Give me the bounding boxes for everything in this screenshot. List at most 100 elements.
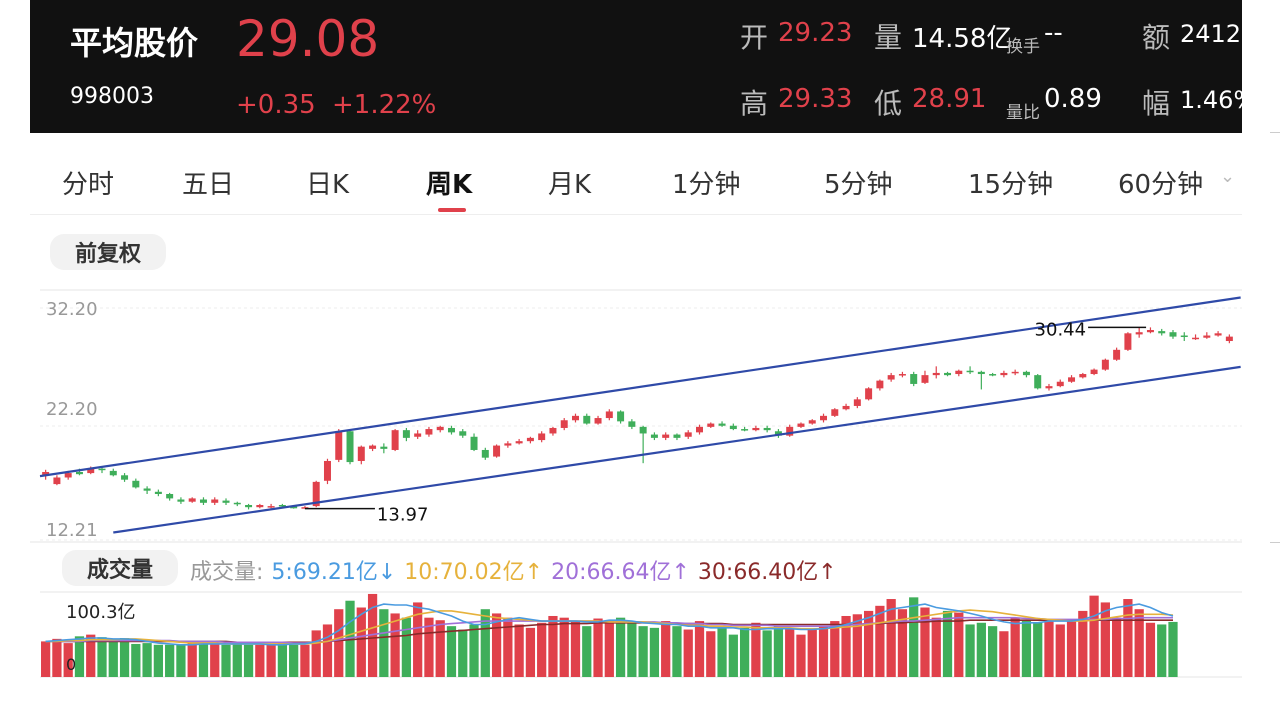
volume-indicator-button[interactable]: 成交量 — [62, 550, 178, 586]
volume-bar — [931, 617, 941, 677]
tab-1min[interactable]: 1分钟 — [672, 170, 741, 200]
volume-bar — [886, 599, 896, 677]
candle-body — [1124, 333, 1132, 350]
volume-bar — [875, 605, 885, 677]
volume-value: 14.58亿 — [912, 24, 1013, 54]
candle-body — [188, 498, 196, 502]
candle-body — [718, 423, 726, 426]
volume-bar — [458, 629, 468, 677]
volume-bar — [559, 617, 569, 677]
candle-body — [1146, 330, 1154, 333]
volume-bar — [187, 643, 197, 677]
vol-ratio-value: 0.89 — [1044, 84, 1102, 114]
volume-bar — [1033, 622, 1043, 677]
volume-bar — [119, 638, 130, 677]
candle-body — [696, 426, 703, 433]
volume-bar — [582, 626, 592, 677]
chevron-down-icon[interactable]: ⌄ — [1220, 166, 1236, 187]
low-label: 低 — [874, 87, 903, 120]
volume-bar — [604, 621, 614, 677]
volume-ma-lines — [45, 603, 1174, 646]
candle-body — [684, 432, 692, 437]
volume-bar — [762, 630, 772, 677]
candlestick-chart[interactable]: 32.20 22.20 12.21 30.44 13.97 100.3亿 0 — [30, 0, 1242, 709]
tab-60min[interactable]: 60分钟 — [1118, 170, 1204, 200]
candle-body — [132, 480, 140, 488]
turnover-value: -- — [1044, 18, 1063, 48]
candle-body — [639, 426, 647, 434]
quote-header: 平均股价 998003 29.08 +0.35 +1.22% 开 29.23 量… — [30, 0, 1242, 133]
volume-bar — [841, 615, 851, 677]
high-value: 29.33 — [778, 84, 853, 114]
candle-body — [1090, 369, 1098, 375]
volume-bar — [717, 626, 727, 677]
volume-bar — [401, 617, 412, 677]
volume-bar — [672, 626, 682, 677]
candle-body — [459, 431, 467, 436]
candle-body — [955, 370, 963, 375]
amplitude-value: 1.46% — [1180, 86, 1242, 114]
volume-bar — [1168, 621, 1178, 677]
scroll-mark — [1270, 132, 1280, 133]
candle-body — [1225, 336, 1233, 342]
price-axis: 32.20 22.20 12.21 — [46, 299, 98, 541]
candle-body — [617, 411, 625, 422]
trend-channel — [39, 296, 1241, 534]
price-grid — [30, 289, 1242, 543]
candle-body — [549, 427, 557, 434]
tab-daily-k[interactable]: 日K — [306, 170, 350, 200]
volume-bar — [638, 626, 648, 677]
candle-body — [312, 481, 320, 507]
tab-15min[interactable]: 15分钟 — [968, 170, 1054, 200]
candle-body — [481, 449, 489, 458]
candle-body — [538, 433, 546, 441]
candle-body — [233, 502, 241, 505]
tab-monthly-k[interactable]: 月K — [548, 170, 592, 200]
volume-max-label: 100.3亿 — [66, 602, 136, 623]
volume-bar — [176, 644, 186, 677]
tab-intraday[interactable]: 分时 — [62, 170, 115, 200]
candle-body — [1068, 377, 1076, 382]
candle-body — [391, 430, 399, 450]
candle-body — [470, 436, 478, 450]
volume-bar — [52, 638, 62, 677]
candle-body — [323, 460, 331, 481]
candle-body — [425, 429, 433, 435]
volume-ma5-value: 5:69.21亿↓ — [271, 560, 397, 585]
volume-bar — [165, 644, 175, 677]
volume-bar — [424, 617, 434, 677]
candle-body — [865, 388, 873, 400]
candle-body — [921, 375, 929, 383]
volume-bar — [41, 641, 51, 677]
volume-bar — [615, 617, 626, 677]
volume-bar — [706, 631, 716, 677]
candle-body — [989, 374, 997, 376]
volume-bar — [1021, 621, 1032, 677]
amplitude-label: 幅 — [1142, 87, 1171, 120]
channel-upper-line — [39, 296, 1241, 478]
volume-label: 量 — [874, 21, 903, 54]
candle-body — [515, 441, 523, 444]
candle-body — [64, 473, 72, 478]
tab-weekly-k[interactable]: 周K — [426, 170, 473, 200]
volume-bar — [266, 643, 276, 677]
volume-ma10-value: 10:70.02亿↑ — [404, 560, 544, 585]
volume-bar — [649, 627, 660, 677]
volume-ma20-value: 20:66.64亿↑ — [551, 560, 690, 585]
candle-body — [560, 420, 568, 428]
volume-bar — [954, 612, 964, 677]
volume-bar — [1134, 609, 1144, 677]
volume-legend-prefix: 成交量: — [190, 560, 264, 585]
candle-body — [199, 499, 207, 503]
candle-body — [436, 426, 444, 431]
volume-bar — [367, 593, 378, 677]
volume-bar — [751, 622, 761, 677]
candle-body — [1203, 335, 1211, 338]
candle-body — [594, 418, 602, 424]
tab-five-day[interactable]: 五日 — [182, 170, 235, 200]
volume-legend: 成交量: 5:69.21亿↓ 10:70.02亿↑ 20:66.64亿↑ 30:66.4… — [190, 554, 845, 586]
candle-body — [910, 374, 918, 384]
candle-body — [944, 372, 952, 376]
adjust-toggle-button[interactable]: 前复权 — [50, 234, 166, 270]
tab-5min[interactable]: 5分钟 — [824, 170, 893, 200]
